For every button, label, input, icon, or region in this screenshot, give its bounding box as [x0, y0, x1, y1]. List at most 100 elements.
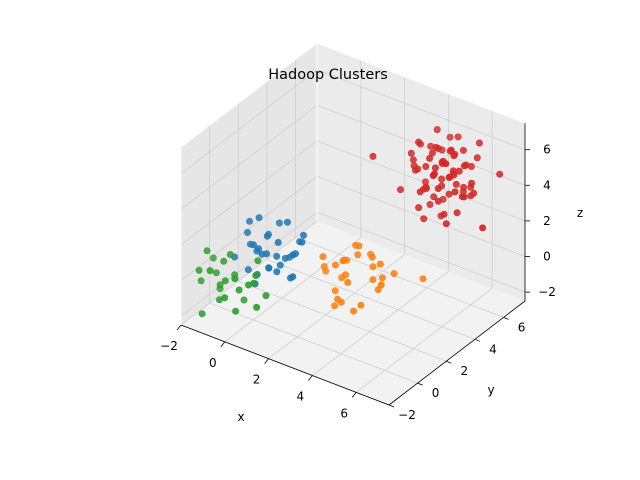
z-tick-label: −2: [538, 285, 556, 299]
data-point-series-3: [253, 303, 261, 311]
data-point-series-4: [440, 210, 448, 218]
data-point-series-1: [244, 266, 252, 274]
axis-panes: [181, 43, 525, 405]
data-point-series-3: [197, 277, 205, 285]
data-point-series-4: [468, 179, 476, 187]
data-point-series-4: [415, 138, 423, 146]
axis-lines: [180, 42, 526, 406]
y-tick: [446, 360, 452, 364]
data-point-series-4: [422, 163, 430, 171]
data-point-series-4: [415, 204, 423, 212]
data-point-series-1: [250, 241, 258, 249]
data-point-series-3: [231, 275, 239, 283]
data-point-series-3: [203, 247, 211, 255]
x-tick: [351, 392, 357, 398]
data-point-series-4: [442, 160, 450, 168]
data-point-series-4: [428, 149, 436, 157]
data-point-series-4: [445, 190, 453, 198]
data-point-series-2: [319, 253, 327, 261]
x-tick-label: 6: [340, 406, 348, 420]
z-grid-left-line: [180, 69, 318, 175]
y-grid-floor-line: [209, 302, 418, 384]
z-tick-label: 0: [543, 250, 551, 264]
z-grid-back-line: [316, 211, 526, 293]
data-point-series-4: [496, 170, 504, 178]
y-grid-floor-line: [238, 280, 447, 362]
z-grid-back-line: [316, 69, 526, 151]
z-axis-label: z: [577, 206, 583, 220]
z-grid-left-line: [180, 211, 318, 317]
data-point-series-3: [252, 271, 260, 279]
data-point-series-4: [454, 133, 462, 141]
pane-edge: [316, 42, 526, 124]
y-tick-label: 4: [489, 342, 497, 356]
data-point-series-4: [396, 186, 404, 194]
data-point-series-3: [220, 257, 228, 265]
y-tick-label: 2: [460, 364, 468, 378]
data-point-series-2: [377, 281, 385, 289]
data-point-series-4: [447, 146, 455, 154]
data-point-series-1: [281, 254, 289, 262]
data-point-series-4: [453, 209, 461, 217]
data-point-series-2: [331, 302, 339, 310]
z-tick-label: 2: [543, 214, 551, 228]
x-tick-label: 2: [253, 373, 261, 387]
x-axis-label: x: [237, 410, 244, 424]
data-point-series-4: [430, 193, 438, 201]
x-tick: [264, 358, 269, 364]
x-tick-label: −2: [160, 339, 178, 353]
data-point-series-2: [340, 256, 348, 264]
data-point-series-4: [434, 185, 442, 193]
x-tick-label: 4: [297, 390, 305, 404]
data-point-series-4: [479, 224, 487, 232]
data-point-series-2: [368, 253, 376, 261]
data-point-series-4: [426, 154, 434, 162]
data-point-series-1: [273, 252, 281, 260]
x-axis-line: [180, 324, 390, 406]
data-point-series-3: [235, 286, 243, 294]
data-point-series-3: [250, 279, 258, 287]
data-point-series-4: [369, 152, 377, 160]
data-point-series-3: [221, 294, 229, 302]
data-point-series-4: [470, 189, 478, 197]
data-point-series-3: [232, 307, 240, 315]
data-point-series-2: [419, 275, 427, 283]
data-point-series-4: [455, 167, 463, 175]
data-point-series-1: [265, 264, 273, 272]
data-point-series-4: [410, 162, 418, 170]
data-point-series-4: [467, 163, 475, 171]
data-point-series-2: [352, 241, 360, 249]
data-point-series-4: [422, 183, 430, 191]
data-point-series-3: [195, 266, 203, 274]
data-point-series-1: [263, 250, 271, 258]
z-tick-label: 6: [543, 143, 551, 157]
data-point-series-3: [212, 269, 220, 277]
x-grid-floor-line: [355, 288, 493, 393]
data-point-series-1: [298, 238, 306, 246]
z-tick-label: 4: [543, 178, 551, 192]
data-point-series-1: [289, 251, 297, 259]
data-point-series-1: [273, 268, 281, 276]
data-point-series-2: [350, 307, 358, 315]
data-point-series-4: [434, 197, 442, 205]
data-point-series-4: [451, 188, 459, 196]
data-point-series-2: [369, 263, 377, 271]
x-tick: [176, 324, 182, 331]
data-point-series-4: [438, 175, 446, 183]
data-point-series-2: [357, 301, 365, 309]
x-grid-floor-line: [224, 237, 362, 343]
data-point-series-1: [283, 218, 291, 226]
y-grid-floor-line: [266, 258, 476, 340]
data-point-series-4: [452, 180, 460, 188]
scatter-points: [195, 126, 504, 318]
data-point-series-1: [244, 229, 252, 237]
y-axis-label: y: [487, 383, 494, 397]
data-point-series-4: [459, 146, 467, 154]
data-point-series-4: [449, 167, 457, 175]
pane-edge: [180, 42, 318, 148]
data-point-series-2: [354, 251, 362, 259]
data-point-series-3: [240, 296, 248, 304]
data-point-series-2: [337, 298, 345, 306]
chart-title: Hadoop Clusters: [268, 67, 388, 83]
